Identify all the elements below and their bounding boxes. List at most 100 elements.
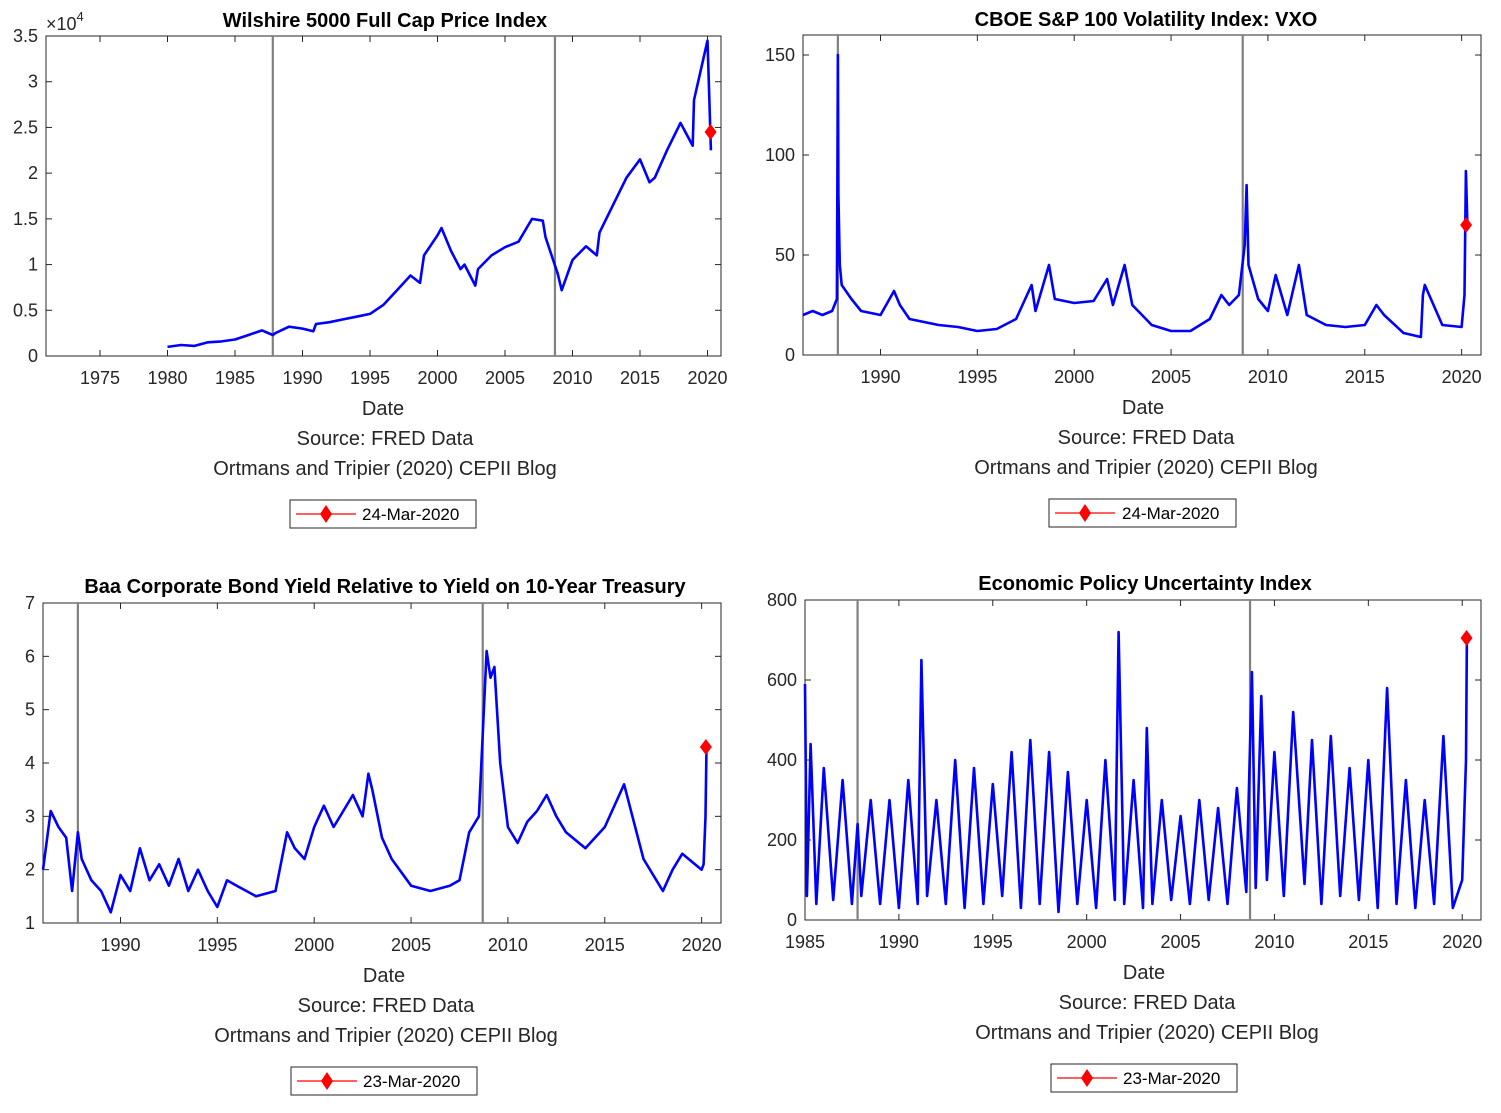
x-tick-label: 2000 bbox=[1067, 932, 1107, 952]
x-axis-label: Date bbox=[1123, 962, 1165, 984]
x-tick-label: 1990 bbox=[100, 935, 140, 955]
legend-label: 24-Mar-2020 bbox=[1122, 504, 1219, 523]
date-marker bbox=[704, 124, 717, 140]
y-tick-label: 800 bbox=[767, 590, 797, 610]
chart-title: Wilshire 5000 Full Cap Price Index bbox=[223, 10, 547, 32]
legend: 24-Mar-2020 bbox=[1048, 498, 1237, 528]
legend-label: 23-Mar-2020 bbox=[1123, 1069, 1220, 1088]
x-tick-label: 2010 bbox=[1254, 932, 1294, 952]
y-tick-label: 2.5 bbox=[13, 117, 38, 137]
y-tick-label: 4 bbox=[25, 753, 35, 773]
legend-marker bbox=[1079, 504, 1091, 522]
x-tick-label: 1985 bbox=[215, 368, 255, 388]
y-tick-label: 150 bbox=[765, 45, 795, 65]
x-axis-label: Date bbox=[1122, 397, 1164, 419]
x-tick-label: 2010 bbox=[1248, 367, 1288, 387]
series-line bbox=[167, 39, 713, 349]
chart-title: CBOE S&P 100 Volatility Index: VXO bbox=[975, 9, 1318, 31]
x-tick-label: 2000 bbox=[1054, 367, 1094, 387]
date-marker bbox=[699, 739, 712, 755]
x-tick-label: 1985 bbox=[785, 932, 825, 952]
panel-baa-spread: Baa Corporate Bond Yield Relative to Yie… bbox=[25, 576, 722, 1096]
chart-title: Baa Corporate Bond Yield Relative to Yie… bbox=[84, 576, 686, 598]
x-tick-label: 1990 bbox=[860, 367, 900, 387]
y-tick-label: 200 bbox=[767, 830, 797, 850]
x-axis-label: Date bbox=[363, 965, 405, 987]
source-line: Source: FRED Data bbox=[1058, 427, 1236, 449]
date-marker bbox=[1460, 217, 1473, 233]
x-tick-label: 1980 bbox=[147, 368, 187, 388]
x-tick-label: 2020 bbox=[687, 368, 727, 388]
y-tick-label: 400 bbox=[767, 750, 797, 770]
series-line bbox=[802, 53, 1469, 339]
y-tick-label: 2 bbox=[25, 860, 35, 880]
x-tick-label: 2005 bbox=[1161, 932, 1201, 952]
source-line: Source: FRED Data bbox=[1059, 992, 1237, 1014]
source-line: Source: FRED Data bbox=[297, 428, 475, 450]
x-axis-label: Date bbox=[362, 398, 404, 420]
x-tick-label: 2015 bbox=[620, 368, 660, 388]
x-tick-label: 1995 bbox=[350, 368, 390, 388]
y-tick-label: 3 bbox=[25, 806, 35, 826]
x-tick-label: 2005 bbox=[485, 368, 525, 388]
series-line bbox=[803, 630, 1469, 914]
y-tick-label: 0 bbox=[785, 345, 795, 365]
credit-line: Ortmans and Tripier (2020) CEPII Blog bbox=[974, 457, 1317, 479]
y-tick-label: 1.5 bbox=[13, 209, 38, 229]
x-tick-label: 1990 bbox=[879, 932, 919, 952]
y-tick-label: 0 bbox=[787, 910, 797, 930]
legend-marker bbox=[321, 1072, 333, 1090]
credit-line: Ortmans and Tripier (2020) CEPII Blog bbox=[213, 458, 556, 480]
y-tick-label: 0.5 bbox=[13, 300, 38, 320]
legend: 23-Mar-2020 bbox=[1050, 1063, 1238, 1093]
y-tick-label: 0 bbox=[28, 346, 38, 366]
x-tick-label: 1995 bbox=[957, 367, 997, 387]
chart-title: Economic Policy Uncertainty Index bbox=[978, 573, 1311, 595]
x-tick-label: 1995 bbox=[197, 935, 237, 955]
x-tick-label: 2000 bbox=[417, 368, 457, 388]
y-tick-label: 600 bbox=[767, 670, 797, 690]
x-tick-label: 2015 bbox=[585, 935, 625, 955]
x-tick-label: 2010 bbox=[552, 368, 592, 388]
x-tick-label: 2005 bbox=[391, 935, 431, 955]
y-tick-label: 5 bbox=[25, 700, 35, 720]
plot-area bbox=[802, 34, 1482, 356]
y-tick-label: 50 bbox=[775, 245, 795, 265]
y-tick-label: 7 bbox=[25, 593, 35, 613]
y-multiplier-exponent: 4 bbox=[77, 9, 84, 24]
panel-vxo: CBOE S&P 100 Volatility Index: VXO Date … bbox=[765, 9, 1482, 528]
panel-wilshire: Wilshire 5000 Full Cap Price Index ×104 … bbox=[13, 9, 728, 529]
y-tick-label: 100 bbox=[765, 145, 795, 165]
legend: 24-Mar-2020 bbox=[289, 499, 477, 529]
legend-label: 23-Mar-2020 bbox=[363, 1072, 460, 1091]
source-line: Source: FRED Data bbox=[298, 995, 476, 1017]
y-tick-label: 3.5 bbox=[13, 26, 38, 46]
y-tick-label: 6 bbox=[25, 646, 35, 666]
legend-marker bbox=[1081, 1069, 1093, 1087]
x-tick-label: 2015 bbox=[1345, 367, 1385, 387]
y-multiplier: ×104 bbox=[46, 9, 84, 34]
panel-epu: Economic Policy Uncertainty Index Date S… bbox=[767, 573, 1482, 1093]
x-tick-label: 2000 bbox=[294, 935, 334, 955]
y-tick-label: 1 bbox=[25, 913, 35, 933]
x-tick-label: 2020 bbox=[682, 935, 722, 955]
x-tick-label: 1995 bbox=[973, 932, 1013, 952]
x-tick-label: 1975 bbox=[80, 368, 120, 388]
x-tick-label: 2005 bbox=[1151, 367, 1191, 387]
credit-line: Ortmans and Tripier (2020) CEPII Blog bbox=[975, 1022, 1318, 1044]
y-tick-label: 3 bbox=[28, 72, 38, 92]
legend-label: 24-Mar-2020 bbox=[362, 505, 459, 524]
y-multiplier-base: ×10 bbox=[46, 14, 77, 34]
x-tick-label: 2015 bbox=[1348, 932, 1388, 952]
y-tick-label: 1 bbox=[28, 255, 38, 275]
credit-line: Ortmans and Tripier (2020) CEPII Blog bbox=[214, 1025, 557, 1047]
date-marker bbox=[1460, 630, 1473, 646]
legend-marker bbox=[320, 505, 332, 523]
x-tick-label: 2010 bbox=[488, 935, 528, 955]
series-line bbox=[41, 649, 708, 914]
x-tick-label: 2020 bbox=[1442, 367, 1482, 387]
x-tick-label: 2020 bbox=[1442, 932, 1482, 952]
y-tick-label: 2 bbox=[28, 163, 38, 183]
plot-area bbox=[45, 35, 722, 357]
